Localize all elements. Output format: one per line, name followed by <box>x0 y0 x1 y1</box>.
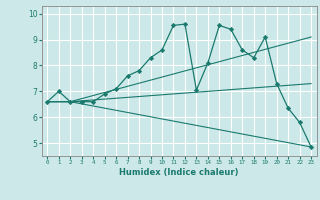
X-axis label: Humidex (Indice chaleur): Humidex (Indice chaleur) <box>119 168 239 177</box>
